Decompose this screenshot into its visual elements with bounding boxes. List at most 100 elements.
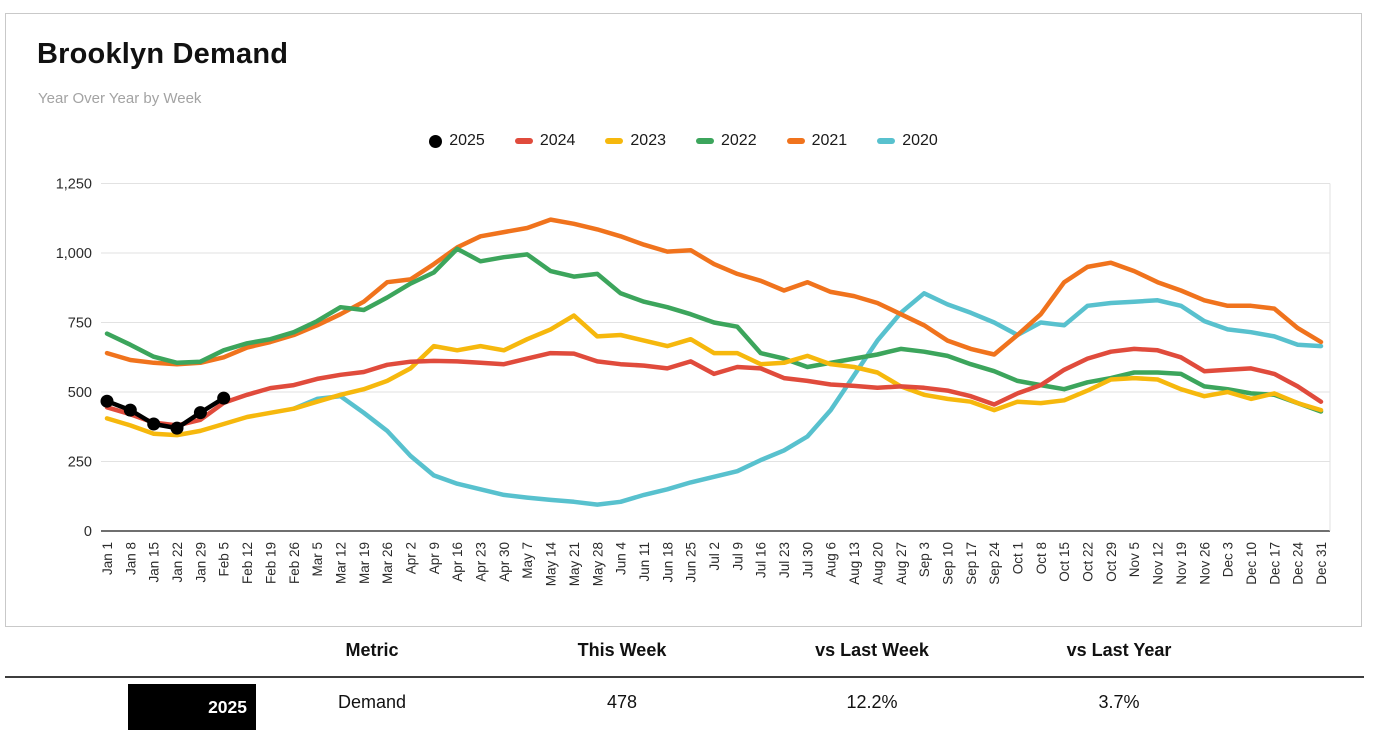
x-tick-label-aug-6: Aug 6 [824, 542, 839, 577]
x-tick-label-jul-30: Jul 30 [800, 542, 815, 578]
x-tick-label-dec-24: Dec 24 [1291, 542, 1306, 585]
x-tick-label-sep-3: Sep 3 [917, 542, 932, 577]
column-header-vs-last-year: vs Last Year [1066, 640, 1172, 660]
legend-marker-2021 [786, 138, 805, 144]
x-tick-label-nov-5: Nov 5 [1127, 542, 1142, 577]
x-tick-label-jan-15: Jan 15 [147, 542, 162, 583]
x-tick-label-feb-5: Feb 5 [217, 542, 232, 577]
series-point-2025-jan-8[interactable] [123, 403, 137, 417]
series-point-2025-jan-15[interactable] [147, 417, 161, 431]
x-tick-label-feb-19: Feb 19 [263, 542, 278, 584]
y-tick-label-0: 0 [84, 524, 92, 540]
column-header-vs-last-week: vs Last Week [815, 640, 929, 660]
demand-line-chart[interactable]: 0 250 500 750 1,000 1,250 Jan 1 Jan 8 Jan 15 Jan … [6, 171, 1363, 621]
y-tick-label-750: 750 [68, 316, 92, 332]
x-tick-label-jun-11: Jun 11 [637, 542, 652, 582]
legend-item-2021[interactable]: 2021 [786, 132, 848, 150]
x-tick-label-oct-29: Oct 29 [1104, 542, 1119, 582]
x-tick-label-apr-9: Apr 9 [427, 542, 442, 574]
x-tick-label-apr-30: Apr 30 [497, 542, 512, 582]
legend-item-2024[interactable]: 2024 [514, 132, 576, 150]
column-header-this-week: This Week [577, 640, 667, 660]
x-tick-label-dec-17: Dec 17 [1267, 542, 1282, 585]
y-tick-label-1250: 1,250 [56, 177, 92, 193]
x-tick-label-jul-16: Jul 16 [754, 542, 769, 578]
y-tick-label-500: 500 [68, 385, 92, 401]
x-tick-label-mar-12: Mar 12 [333, 542, 348, 584]
legend-label-2021: 2021 [811, 132, 848, 149]
x-tick-label-sep-17: Sep 17 [964, 542, 979, 585]
series-line-2023[interactable] [104, 313, 1324, 438]
x-tick-label-oct-15: Oct 15 [1057, 542, 1072, 582]
column-header-metric: Metric [345, 640, 399, 660]
series-point-2025-jan-22[interactable] [170, 421, 184, 435]
x-tick-label-oct-1: Oct 1 [1011, 542, 1026, 574]
legend-marker-2024 [514, 138, 533, 144]
series-line-2020[interactable] [291, 291, 1324, 507]
x-tick-label-jul-23: Jul 23 [777, 542, 792, 578]
x-tick-label-sep-10: Sep 10 [940, 542, 955, 585]
row-header-2025-chip: 2025 [128, 684, 256, 730]
series-line-2021[interactable] [104, 217, 1324, 367]
x-tick-label-jul-9: Jul 9 [730, 542, 745, 571]
x-tick-label-apr-2: Apr 2 [404, 542, 419, 574]
chart-title: Brooklyn Demand [37, 38, 289, 70]
x-tick-label-dec-3: Dec 3 [1221, 542, 1236, 577]
x-tick-label-apr-16: Apr 16 [450, 542, 465, 582]
x-tick-label-may-28: May 28 [590, 542, 605, 586]
x-tick-label-dec-10: Dec 10 [1244, 542, 1259, 585]
chart-legend: 2025 2024 2023 2022 2021 2020 [6, 132, 1361, 150]
y-tick-label-250: 250 [68, 455, 92, 471]
cell-vs-last-week: 12.2% [846, 692, 898, 712]
x-tick-label-may-14: May 14 [544, 542, 559, 587]
x-tick-label-jun-18: Jun 18 [660, 542, 675, 583]
x-tick-label-jul-2: Jul 2 [707, 542, 722, 571]
x-tick-label-sep-24: Sep 24 [987, 542, 1002, 585]
x-tick-label-mar-5: Mar 5 [310, 542, 325, 577]
x-tick-label-jun-4: Jun 4 [614, 542, 629, 576]
x-tick-label-may-7: May 7 [520, 542, 535, 579]
legend-marker-2023 [605, 138, 624, 144]
x-tick-label-feb-12: Feb 12 [240, 542, 255, 584]
legend-item-2023[interactable]: 2023 [605, 132, 666, 150]
series-line-2024[interactable] [104, 346, 1324, 428]
chart-card: Brooklyn Demand Year Over Year by Week 2… [5, 13, 1362, 627]
table-header-divider [5, 676, 1364, 678]
x-tick-label-aug-13: Aug 13 [847, 542, 862, 585]
legend-label-2024: 2024 [539, 132, 576, 149]
series-point-2025-feb-5[interactable] [217, 391, 231, 405]
x-tick-label-apr-23: Apr 23 [474, 542, 489, 582]
x-tick-label-jan-29: Jan 29 [193, 542, 208, 583]
series-point-2025-jan-29[interactable] [193, 406, 207, 420]
legend-label-2020: 2020 [902, 132, 938, 149]
chart-subtitle: Year Over Year by Week [38, 90, 202, 107]
x-tick-label-jun-25: Jun 25 [684, 542, 699, 583]
x-tick-label-feb-26: Feb 26 [287, 542, 302, 584]
x-tick-label-aug-27: Aug 27 [894, 542, 909, 585]
cell-metric: Demand [337, 692, 407, 712]
x-tick-label-aug-20: Aug 20 [870, 542, 885, 585]
legend-label-2023: 2023 [630, 132, 666, 149]
x-tick-label-mar-19: Mar 19 [357, 542, 372, 584]
x-tick-label-jan-1: Jan 1 [100, 542, 115, 575]
legend-item-2022[interactable]: 2022 [696, 132, 757, 150]
x-tick-label-nov-19: Nov 19 [1174, 542, 1189, 585]
x-tick-label-dec-31: Dec 31 [1314, 542, 1329, 585]
x-tick-label-jan-8: Jan 8 [123, 542, 138, 575]
series-line-2022[interactable] [104, 246, 1324, 414]
summary-table: Metric This Week vs Last Week vs Last Ye… [0, 628, 1374, 748]
y-tick-label-1000: 1,000 [56, 246, 92, 262]
x-tick-label-oct-22: Oct 22 [1081, 542, 1096, 582]
series-point-2025-jan-1[interactable] [100, 394, 114, 408]
x-tick-label-mar-26: Mar 26 [380, 542, 395, 584]
x-tick-label-oct-8: Oct 8 [1034, 542, 1049, 574]
legend-item-2025[interactable]: 2025 [429, 132, 485, 150]
legend-label-2025: 2025 [449, 132, 485, 149]
cell-this-week: 478 [606, 692, 638, 712]
x-tick-label-nov-26: Nov 26 [1197, 542, 1212, 585]
x-tick-label-nov-12: Nov 12 [1151, 542, 1166, 585]
legend-label-2022: 2022 [721, 132, 757, 149]
legend-item-2020[interactable]: 2020 [877, 132, 938, 150]
legend-marker-2025 [429, 134, 443, 148]
